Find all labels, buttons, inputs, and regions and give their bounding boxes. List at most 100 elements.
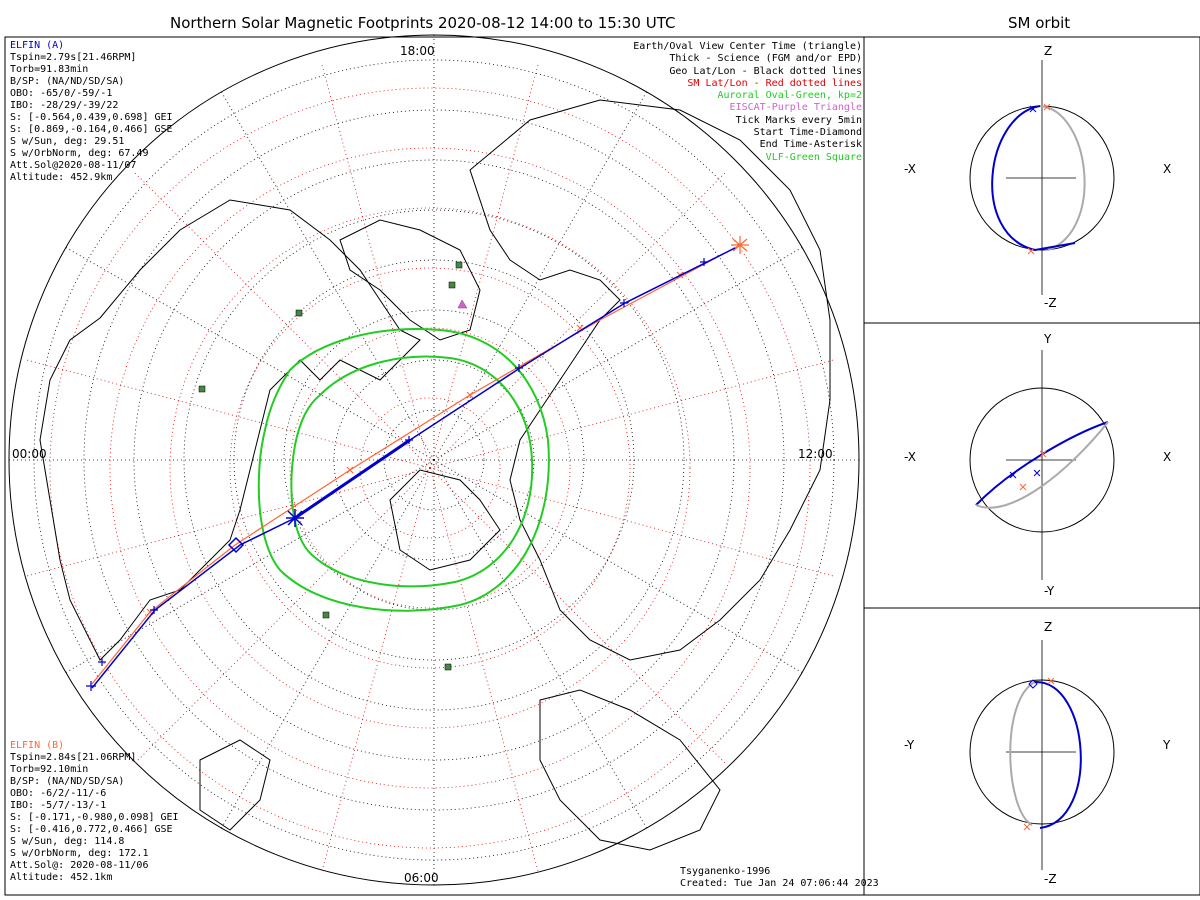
- geo-longitude-spoke: [221, 91, 435, 461]
- map-legend: Earth/Oval View Center Time (triangle) T…: [633, 41, 862, 164]
- model-label: Tsyganenko-1996: [680, 866, 771, 877]
- orbit2-right-label: X: [1163, 450, 1172, 464]
- africa-coast: [539, 689, 721, 851]
- auroral-oval-outer: [257, 328, 550, 612]
- south-america-coast: [199, 739, 271, 831]
- orbit-frame: [863, 36, 1200, 896]
- orbit3-left-label: -Y: [904, 738, 915, 752]
- sm-longitude-spoke: [24, 467, 431, 578]
- legend-item: End Time-Asterisk: [759, 139, 862, 151]
- vlf-stations: [198, 261, 463, 671]
- vlf-station: [322, 611, 330, 619]
- elfin-a-ticks: [98, 258, 708, 666]
- elfin-a-start-diamond: [227, 536, 245, 554]
- legend-item: Geo Lat/Lon - Black dotted lines: [669, 65, 862, 77]
- orbit2-left-label: -X: [904, 450, 916, 464]
- geo-longitude-spoke: [221, 459, 435, 829]
- elfin-b-line: S: [-0.171,-0.980,0.098] GEI: [10, 812, 179, 823]
- sm-longitude-spoke: [429, 62, 540, 469]
- polar-map: [8, 34, 860, 886]
- sm-longitude-spoke: [320, 467, 431, 874]
- elfin-a-line: S w/OrbNorm, deg: 67.49: [10, 148, 149, 159]
- legend-item: Auroral Oval-Green, kp=2: [717, 90, 863, 102]
- legend-item: SM Lat/Lon - Red dotted lines: [687, 77, 862, 89]
- elfin-a-line: Torb=91.83min: [10, 64, 89, 75]
- geo-longitude-spoke: [433, 247, 803, 461]
- eurasia-coast: [469, 99, 831, 661]
- geo-longitude-spoke: [433, 459, 803, 673]
- elfin-a-line: Altitude: 452.9km: [10, 172, 113, 183]
- elfin-a-line: S w/Sun, deg: 29.51: [10, 136, 125, 147]
- sm-longitude-spoke: [320, 62, 431, 469]
- vlf-station: [455, 261, 463, 269]
- greenland-coast: [339, 219, 481, 341]
- orbit-panel-xz: [969, 60, 1115, 295]
- coastlines: [39, 99, 831, 851]
- orbit-panel-yz: [969, 640, 1115, 870]
- vlf-station: [448, 281, 456, 289]
- sm-latitude-ring: [49, 87, 811, 849]
- elfin-b-line: S: [-0.416,0.772,0.466] GSE: [10, 824, 173, 835]
- elfin-a-line: S: [0.869,-0.164,0.466] GSE: [10, 124, 173, 135]
- elfin-b-line: B/SP: (NA/ND/SD/SA): [10, 776, 125, 787]
- elfin-a-line: IBO: -28/29/-39/22: [10, 100, 119, 111]
- geo-longitude-lines: [9, 35, 859, 885]
- legend-item: EISCAT-Purple Triangle: [729, 102, 862, 114]
- orbit1-top-label: Z: [1044, 44, 1053, 58]
- elfin-a-line: S: [-0.564,0.439,0.698] GEI: [10, 112, 173, 123]
- time-label-left: 00:00: [12, 447, 47, 461]
- north-america-coast: [39, 199, 421, 661]
- time-label-bottom: 06:00: [404, 871, 439, 885]
- elfin-a-science-segment: [294, 438, 411, 520]
- elfin-b-info: ELFIN (B) Tspin=2.84s[21.06RPM] Torb=92.…: [10, 740, 179, 884]
- legend-item: VLF-Green Square: [765, 151, 862, 163]
- elfin-a-info: ELFIN (A) Tspin=2.79s[21.46RPM] Torb=91.…: [10, 40, 173, 184]
- elfin-b-line: S w/Sun, deg: 114.8: [10, 836, 125, 847]
- sm-longitude-spoke: [429, 170, 728, 469]
- sm-longitude-spoke: [132, 170, 431, 469]
- orbit3-right-label: Y: [1163, 738, 1171, 752]
- sm-latitude-ring: [359, 397, 501, 539]
- elfin-a-line: Att.Sol@2020-08-11/07: [10, 160, 137, 171]
- elfin-b-end-asterisk: [731, 236, 749, 254]
- geo-longitude-spoke: [65, 247, 435, 461]
- sm-latitude-ring: [289, 327, 571, 609]
- orbit2-top-label: Y: [1044, 332, 1052, 346]
- elfin-b-line: S w/OrbNorm, deg: 172.1: [10, 848, 149, 859]
- vlf-station: [295, 309, 303, 317]
- time-label-top: 18:00: [400, 44, 435, 58]
- legend-item: Start Time-Diamond: [753, 127, 862, 139]
- geo-longitude-spoke: [65, 459, 435, 673]
- map-title: Northern Solar Magnetic Footprints 2020-…: [170, 14, 676, 32]
- sm-latitude-ring: [109, 147, 751, 789]
- orbit-title: SM orbit: [1008, 14, 1071, 32]
- elfin-b-line: OBO: -6/2/-11/-6: [10, 788, 107, 799]
- auroral-oval-inner: [290, 355, 534, 588]
- auroral-oval: [257, 328, 550, 612]
- sm-latitude-lines: [49, 87, 811, 849]
- elfin-a-track: [91, 247, 736, 689]
- legend-item: Thick - Science (FGM and/or EPD): [669, 53, 862, 65]
- sm-longitude-spoke: [132, 467, 431, 766]
- orbit3-top-label: Z: [1044, 620, 1053, 634]
- elfin-a-line: Tspin=2.79s[21.46RPM]: [10, 52, 137, 63]
- orbit-panel-xy: [969, 350, 1115, 580]
- orbit1-bottom-label: -Z: [1044, 296, 1057, 310]
- time-label-right: 12:00: [798, 447, 833, 461]
- elfin-a-name: ELFIN (A): [10, 40, 65, 51]
- geo-longitude-spoke: [433, 91, 647, 461]
- vlf-station: [444, 663, 452, 671]
- elfin-a-end-asterisk: [286, 509, 304, 527]
- arctic-islands-coast: [389, 469, 501, 571]
- orbit3-bottom-label: -Z: [1044, 872, 1057, 886]
- vlf-station: [198, 385, 206, 393]
- orbit1-right-label: X: [1163, 162, 1172, 176]
- sm-longitude-spoke: [429, 467, 540, 874]
- geo-latitude-ring: [283, 309, 585, 611]
- created-label: Created: Tue Jan 24 07:06:44 2023: [680, 878, 879, 889]
- sm-longitude-spoke: [429, 467, 728, 766]
- sm-latitude-ring: [169, 207, 691, 729]
- elfin-a-start-marker: [86, 681, 96, 691]
- elfin-b-line: IBO: -5/7/-13/-1: [10, 800, 107, 811]
